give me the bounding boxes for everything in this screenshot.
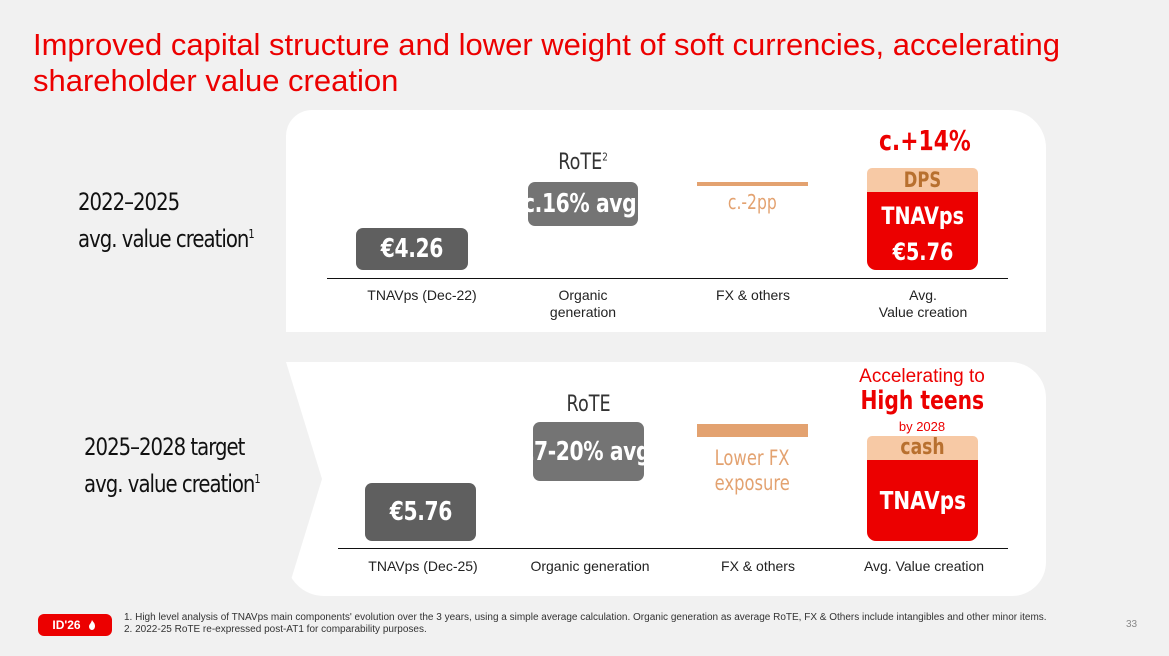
row2-cat-tnav: TNAVps (Dec-25) bbox=[368, 558, 478, 574]
row1-cat-fx: FX & others bbox=[716, 287, 790, 303]
row2-label-sup: 1 bbox=[254, 472, 260, 486]
row1-growth: c.+14% bbox=[878, 124, 971, 157]
row1-tnavps-value: €5.76 bbox=[892, 238, 953, 266]
row2-rote-label: RoTE bbox=[566, 392, 611, 417]
row2-accel-line3: by 2028 bbox=[898, 419, 946, 434]
row2-accel-line2: High teens bbox=[860, 386, 984, 416]
page-number: 33 bbox=[1126, 619, 1138, 630]
row2-cat-avg: Avg. Value creation bbox=[863, 558, 985, 574]
row2-cat-organic: Organic generation bbox=[530, 558, 650, 574]
row2-label-line1: 2025–2028 target bbox=[84, 433, 245, 461]
row2-rote-value: 17-20% avg. bbox=[519, 436, 658, 467]
row1-label-line2: avg. value creation bbox=[78, 225, 249, 253]
row2-cash-dps-box: cash DPS bbox=[867, 436, 978, 484]
row2-tnavps-label: TNAVps bbox=[879, 486, 966, 515]
row1-label-line1: 2022–2025 bbox=[78, 188, 180, 216]
row1-tnavps-label: TNAVps bbox=[881, 202, 964, 230]
footnote-2: 2. 2022-25 RoTE re-expressed post-AT1 fo… bbox=[124, 624, 427, 635]
row2-tnavps-box: TNAVps bbox=[867, 460, 978, 541]
row1-tnavps-box: TNAVps €5.76 bbox=[867, 192, 978, 270]
row2-label: 2025–2028 target avg. value creation1 bbox=[84, 431, 261, 500]
row1-tnav-start-box: €4.26 bbox=[356, 228, 468, 270]
row1-label: 2022–2025 avg. value creation1 bbox=[78, 186, 255, 255]
row2-fx-bar bbox=[697, 424, 808, 437]
row2-tnav-start-value: €5.76 bbox=[389, 497, 452, 527]
row1-tnav-start-value: €4.26 bbox=[380, 234, 444, 264]
row2-axis-line bbox=[338, 548, 1008, 549]
footnotes: 1. High level analysis of TNAVps main co… bbox=[124, 612, 1104, 636]
row1-cat-organic: Organic generation bbox=[549, 287, 617, 320]
row1-fx-value: c.-2pp bbox=[728, 190, 777, 214]
row1-axis-line bbox=[327, 278, 1008, 279]
row1-fx-bar bbox=[697, 182, 808, 186]
event-badge: ID'26 bbox=[38, 614, 112, 636]
row2-cat-fx: FX & others bbox=[721, 558, 795, 574]
row1-label-sup: 1 bbox=[248, 227, 254, 241]
row2-label-line2: avg. value creation bbox=[84, 470, 255, 498]
row1-rote-label: RoTE2 bbox=[558, 150, 608, 175]
row1-cat-tnav: TNAVps (Dec-22) bbox=[367, 287, 477, 303]
event-badge-label: ID'26 bbox=[52, 618, 81, 632]
flame-icon bbox=[88, 620, 95, 630]
row1-dps-box: DPS €0.56 bbox=[867, 168, 978, 216]
row1-rote-box: c.16% avg. bbox=[523, 182, 644, 226]
row2-fx-text: Lower FX exposure bbox=[714, 446, 791, 495]
footnote-1: 1. High level analysis of TNAVps main co… bbox=[124, 612, 1047, 623]
page-title: Improved capital structure and lower wei… bbox=[33, 27, 1060, 98]
row1-cat-avg: Avg. Value creation bbox=[878, 287, 968, 320]
row2-accel-line1: Accelerating to bbox=[859, 366, 985, 387]
row2-rote-box: 17-20% avg. bbox=[520, 422, 657, 481]
row2-tnav-start-box: €5.76 bbox=[365, 483, 476, 541]
row1-rote-value: c.16% avg. bbox=[522, 189, 644, 219]
